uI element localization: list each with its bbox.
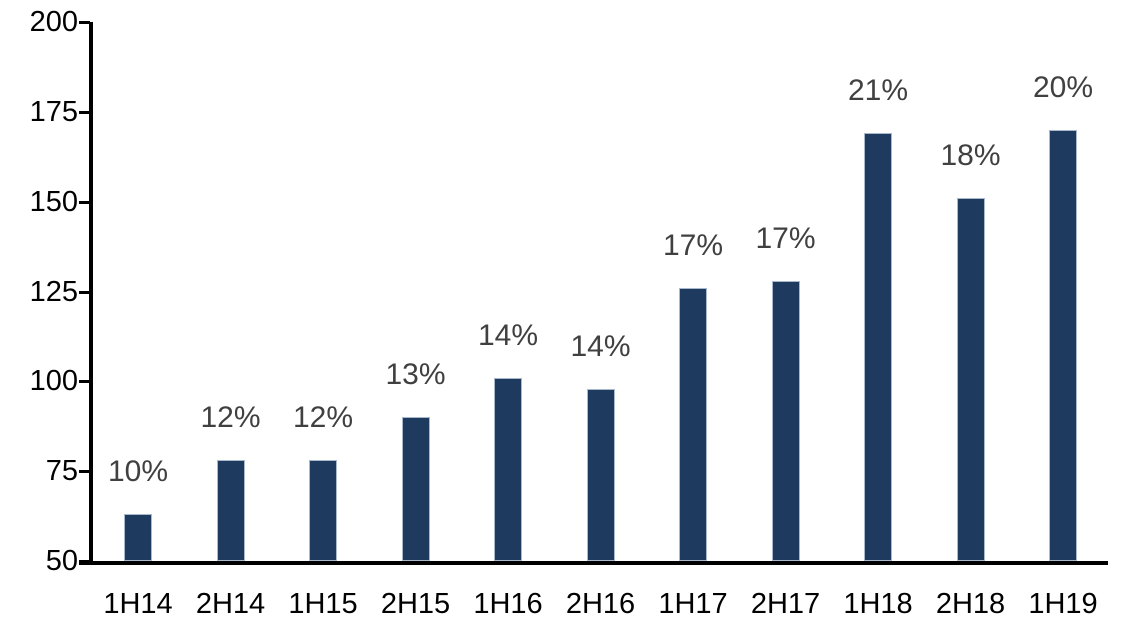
y-axis-tick-label: 50 [45, 545, 78, 577]
bar-value-label: 21% [847, 74, 909, 108]
y-axis-tick-label: 175 [29, 95, 78, 128]
x-axis-category-label: 2H17 [750, 588, 821, 620]
x-axis-category-label: 1H15 [288, 588, 358, 620]
bar [309, 460, 337, 561]
y-axis-tick-label: 150 [29, 185, 78, 218]
bar-value-label: 14% [477, 318, 539, 352]
bar-value-label: 13% [385, 358, 446, 392]
bar-value-label: 18% [940, 139, 1001, 173]
bar-value-label: 12% [200, 401, 261, 435]
x-axis-category-label: 1H19 [1028, 588, 1098, 620]
y-axis-tick [79, 560, 90, 563]
y-axis-tick [79, 200, 90, 204]
y-axis-tick [79, 470, 90, 474]
bar [494, 377, 522, 561]
x-axis-category-label: 1H18 [843, 588, 913, 620]
y-axis-tick [79, 110, 90, 114]
y-axis-line [89, 22, 93, 565]
y-axis-tick-label: 125 [29, 275, 78, 308]
bar [956, 198, 985, 561]
bar [1049, 129, 1077, 561]
bar-value-label: 10% [107, 455, 169, 489]
y-axis-tick [79, 21, 90, 24]
bar [124, 514, 152, 561]
bar [401, 417, 430, 561]
y-axis-tick [79, 380, 90, 384]
y-axis-tick [79, 290, 90, 294]
x-axis-category-label: 2H15 [380, 588, 451, 620]
bar [679, 287, 707, 561]
bar [771, 280, 800, 561]
y-axis-tick-label: 200 [29, 6, 78, 38]
x-axis-line [79, 561, 1108, 565]
bar-value-label: 12% [292, 401, 354, 435]
y-axis-tick-label: 100 [29, 365, 78, 398]
bar-value-label: 17% [755, 221, 816, 255]
x-axis-category-label: 2H16 [565, 588, 636, 620]
x-axis-category-label: 1H17 [658, 588, 728, 620]
x-axis-category-label: 2H18 [935, 588, 1006, 620]
x-axis-category-label: 2H14 [195, 588, 266, 620]
x-axis-category-label: 1H16 [473, 588, 543, 620]
x-axis-category-label: 1H14 [103, 588, 173, 620]
bar-value-label: 14% [570, 329, 631, 363]
y-axis-tick-label: 75 [45, 455, 78, 488]
bar [864, 133, 892, 561]
bar [216, 460, 245, 561]
bar-value-label: 17% [662, 228, 724, 262]
bar [586, 388, 615, 561]
bar-value-label: 20% [1032, 70, 1094, 104]
